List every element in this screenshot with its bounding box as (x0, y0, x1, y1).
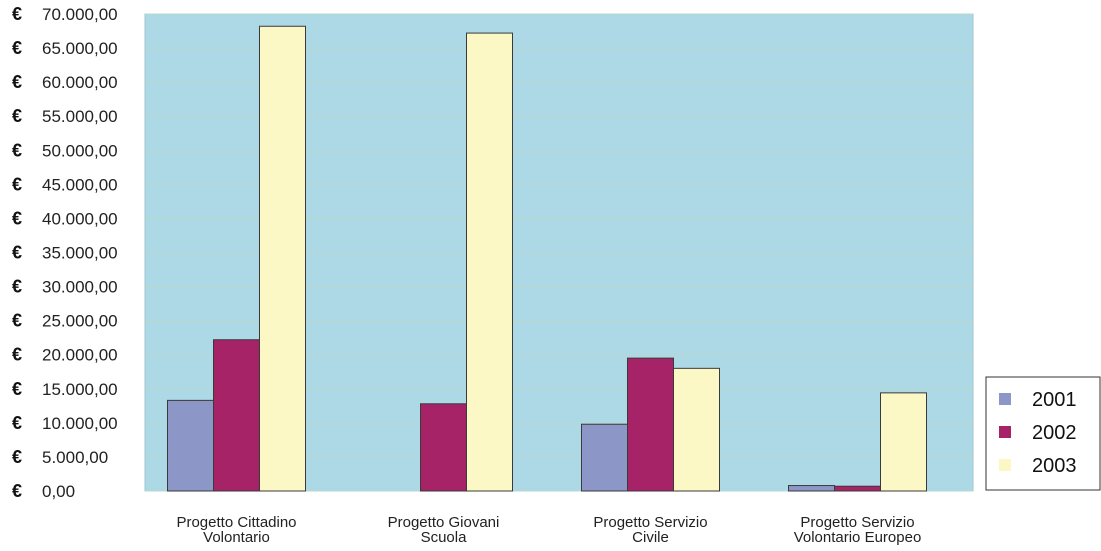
bars (167, 25, 927, 492)
bar-2001 (788, 485, 835, 492)
y-tick-label: 10.000,00 (42, 414, 118, 433)
y-tick-label: 30.000,00 (42, 278, 118, 297)
legend-swatch (999, 459, 1011, 471)
y-tick-currency: € (12, 311, 22, 331)
y-tick-label: 65.000,00 (42, 39, 118, 58)
y-tick-currency: € (12, 106, 22, 126)
y-tick-currency: € (12, 72, 22, 92)
bar-2002 (627, 357, 674, 492)
bar-2003 (880, 392, 927, 492)
y-tick-currency: € (12, 140, 22, 160)
y-tick-label: 55.000,00 (42, 107, 118, 126)
bar-2001 (581, 423, 628, 492)
y-tick-currency: € (12, 4, 22, 24)
y-tick-currency: € (12, 481, 22, 501)
bar-2002 (834, 485, 881, 492)
y-tick-currency: € (12, 208, 22, 228)
y-tick-label: 35.000,00 (42, 244, 118, 263)
legend-swatch (999, 426, 1011, 438)
y-tick-currency: € (12, 277, 22, 297)
bar-2002 (420, 403, 467, 492)
bar-2003 (466, 32, 513, 492)
y-tick-currency: € (12, 38, 22, 58)
y-tick-label: 70.000,00 (42, 5, 118, 24)
y-tick-currency: € (12, 243, 22, 263)
y-tick-label: 45.000,00 (42, 175, 118, 194)
y-axis: €0,00 € 5.000,00 € 10.000,00 € 15.000,00 € 20.00… (12, 4, 118, 501)
legend-swatch (999, 393, 1011, 405)
y-tick-currency: € (12, 413, 22, 433)
x-tick-label: Progetto Servizio Volontario Europeo (794, 514, 922, 546)
y-tick-label: 25.000,00 (42, 312, 118, 331)
bar-2003 (673, 367, 720, 492)
y-tick-label: 50.000,00 (42, 141, 118, 160)
bar-2003 (259, 25, 306, 492)
bar-2001 (167, 399, 214, 492)
x-tick-label: Progetto Giovani Scuola (388, 514, 500, 546)
y-tick-label: 0,00 (42, 482, 75, 501)
y-tick-label: 20.000,00 (42, 346, 118, 365)
y-tick-currency: € (12, 345, 22, 365)
y-tick-currency: € (12, 379, 22, 399)
x-tick-label: Progetto Cittadino Volontario (176, 514, 296, 546)
y-tick-currency: € (12, 174, 22, 194)
legend: 2001 2002 2003 (985, 376, 1101, 491)
x-tick-label: Progetto Servizio Civile (593, 514, 707, 546)
bar-2002 (213, 339, 260, 492)
y-tick-label: 60.000,00 (42, 73, 118, 92)
legend-label: 2003 (1032, 455, 1077, 477)
y-tick-currency: € (12, 447, 22, 467)
y-tick-label: 15.000,00 (42, 380, 118, 399)
legend-label: 2001 (1032, 389, 1077, 411)
legend-label: 2002 (1032, 422, 1077, 444)
x-axis: Progetto Cittadino Volontario Progetto Gio… (176, 514, 921, 546)
y-tick-label: 5.000,00 (42, 448, 108, 467)
y-tick-label: 40.000,00 (42, 209, 118, 228)
